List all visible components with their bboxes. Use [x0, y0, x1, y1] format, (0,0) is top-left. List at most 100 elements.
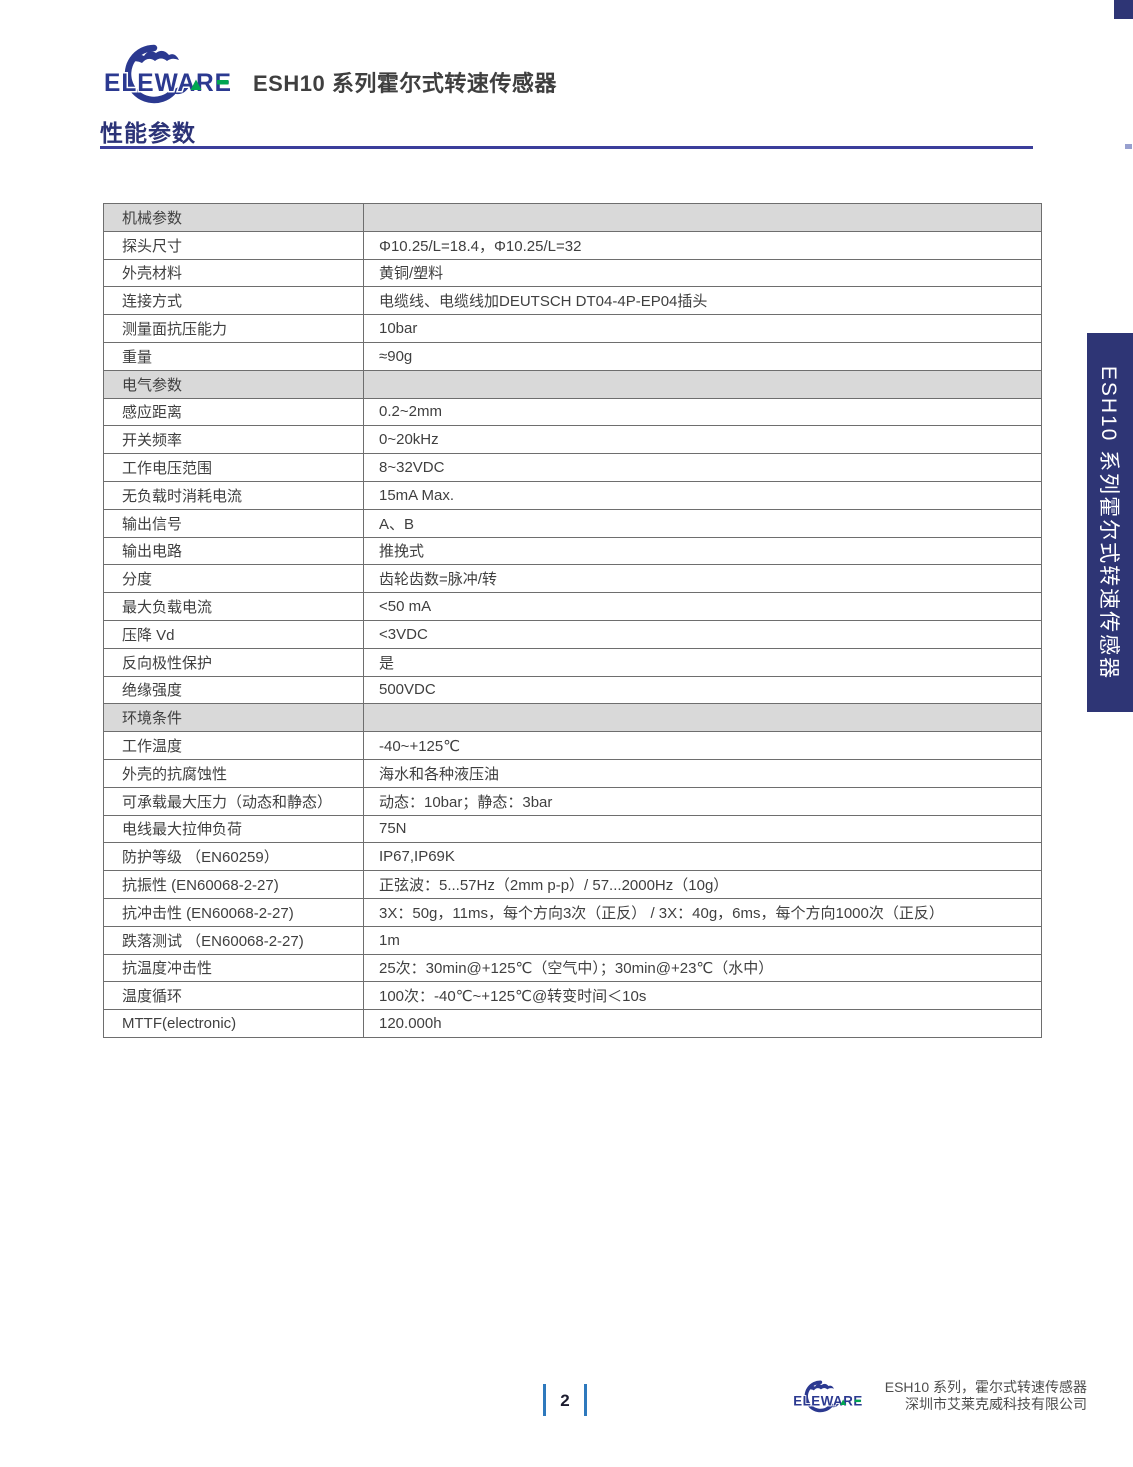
- param-label: 测量面抗压能力: [103, 314, 364, 343]
- param-label: 可承载最大压力（动态和静态）: [103, 786, 364, 816]
- param-value: 0.2~2mm: [363, 397, 1042, 427]
- param-label: 反向极性保护: [103, 647, 364, 677]
- spec-table: 机械参数 探头尺寸 Φ10.25/L=18.4，Φ10.25/L=32 外壳材料 黄铜/…: [103, 203, 1042, 1038]
- param-value: A、B: [363, 508, 1042, 538]
- page-number-bar-left: [543, 1384, 546, 1416]
- param-value: 500VDC: [363, 675, 1042, 705]
- table-row: 绝缘强度 500VDC: [103, 675, 1042, 705]
- table-row: 输出信号 A、B: [103, 508, 1042, 538]
- param-label: 抗振性 (EN60068-2-27): [103, 870, 364, 899]
- globe-swoosh-icon: [804, 1380, 833, 1413]
- param-label: 输出信号: [103, 508, 364, 538]
- param-label: 防护等级 （EN60259）: [103, 842, 364, 872]
- corner-accent-block: [1114, 0, 1133, 19]
- table-row: 重量 ≈90g: [103, 341, 1042, 371]
- page-number-bar-right: [584, 1384, 587, 1416]
- table-row: 测量面抗压能力 10bar: [103, 314, 1042, 343]
- param-label: 外壳的抗腐蚀性: [103, 758, 364, 788]
- param-label: 输出电路: [103, 536, 364, 566]
- table-row: MTTF(electronic) 120.000h: [103, 1009, 1042, 1038]
- table-row: 外壳材料 黄铜/塑料: [103, 258, 1042, 288]
- table-row: 温度循环 100次：-40℃~+125℃@转变时间＜10s: [103, 981, 1042, 1011]
- spec-table-body: 机械参数 探头尺寸 Φ10.25/L=18.4，Φ10.25/L=32 外壳材料 黄铜/…: [103, 203, 1042, 1038]
- param-value: 1m: [363, 925, 1042, 955]
- table-row: 最大负载电流 <50 mA: [103, 592, 1042, 621]
- footer-company: 深圳市艾莱克威科技有限公司: [905, 1396, 1087, 1412]
- param-value: 15mA Max.: [363, 480, 1042, 510]
- param-value: 25次：30min@+125℃（空气中）；30min@+23℃（水中）: [363, 953, 1042, 983]
- param-label: 连接方式: [103, 286, 364, 316]
- globe-land-icon: [132, 50, 179, 63]
- eleware-logo: ELEWARE: [103, 44, 233, 104]
- table-section-row: 环境条件: [103, 703, 1042, 733]
- globe-land-icon: [808, 1383, 834, 1391]
- param-label: 电线最大拉伸负荷: [103, 814, 364, 844]
- table-row: 电线最大拉伸负荷 75N: [103, 814, 1042, 844]
- footer-product-line: ESH10 系列，霍尔式转速传感器: [884, 1379, 1087, 1395]
- param-value: [363, 703, 1042, 733]
- table-row: 外壳的抗腐蚀性 海水和各种液压油: [103, 758, 1042, 788]
- param-value: <3VDC: [363, 619, 1042, 649]
- table-row: 输出电路 推挽式: [103, 536, 1042, 566]
- param-value: 8~32VDC: [363, 453, 1042, 482]
- side-banner-text: ESH10 系列霍尔式转速传感器: [1097, 365, 1120, 680]
- page-title: ESH10 系列霍尔式转速传感器: [253, 71, 557, 96]
- logo-green-bar: [854, 1399, 861, 1403]
- footer-eleware-logo: ELEWARE: [792, 1380, 863, 1413]
- footer-info: ESH10 系列，霍尔式转速传感器 深圳市艾莱克威科技有限公司: [885, 1379, 1087, 1413]
- table-section-row: 机械参数: [103, 203, 1042, 232]
- param-value: 动态：10bar；静态：3bar: [363, 786, 1042, 816]
- param-label: 开关频率: [103, 425, 364, 455]
- table-row: 抗冲击性 (EN60068-2-27) 3X：50g，11ms，每个方向3次（正反…: [103, 897, 1042, 927]
- section-title: 性能参数: [100, 120, 196, 146]
- table-row: 抗温度冲击性 25次：30min@+125℃（空气中）；30min@+23℃（水中…: [103, 953, 1042, 983]
- param-label: 环境条件: [103, 703, 364, 733]
- logo-green-triangle: [840, 1399, 847, 1406]
- table-row: 抗振性 (EN60068-2-27) 正弦波：5...57Hz（2mm p-p）/…: [103, 870, 1042, 899]
- table-section-row: 电气参数: [103, 369, 1042, 399]
- table-row: 反向极性保护是: [103, 647, 1042, 677]
- param-value: 10bar: [363, 314, 1042, 343]
- param-value: [363, 369, 1042, 399]
- leaf-icon: [829, 1402, 840, 1408]
- param-label: 探头尺寸: [103, 230, 364, 260]
- margin-mark: [1125, 144, 1132, 149]
- param-label: 机械参数: [103, 203, 364, 232]
- param-label: 温度循环: [103, 981, 364, 1011]
- param-label: 分度: [103, 564, 364, 594]
- table-row: 可承载最大压力（动态和静态） 动态：10bar；静态：3bar: [103, 786, 1042, 816]
- param-value: ≈90g: [363, 341, 1042, 371]
- param-value: IP67,IP69K: [363, 842, 1042, 872]
- param-value: 黄铜/塑料: [363, 258, 1042, 288]
- table-row: 压降 Vd <3VDC: [103, 619, 1042, 649]
- param-label: 外壳材料: [103, 258, 364, 288]
- param-value: [363, 203, 1042, 232]
- param-label: 最大负载电流: [103, 592, 364, 621]
- param-value: 推挽式: [363, 536, 1042, 566]
- logo-green-triangle: [190, 79, 202, 90]
- param-value: 海水和各种液压油: [363, 758, 1042, 788]
- page-number-block: 2: [543, 1384, 587, 1417]
- param-label: 跌落测试 （EN60068-2-27): [103, 925, 364, 955]
- table-row: 防护等级 （EN60259） IP67,IP69K: [103, 842, 1042, 872]
- param-label: MTTF(electronic): [103, 1009, 364, 1038]
- param-value: 电缆线、电缆线加DEUTSCH DT04-4P-EP04插头: [363, 286, 1042, 316]
- param-label: 抗温度冲击性: [103, 953, 364, 983]
- footer-logo-wordmark: ELEWARE: [793, 1394, 862, 1409]
- table-row: 无负载时消耗电流 15mA Max.: [103, 480, 1042, 510]
- param-label: 工作电压范围: [103, 453, 364, 482]
- param-value: 正弦波：5...57Hz（2mm p-p）/ 57...2000Hz（10g）: [363, 870, 1042, 899]
- param-value: 0~20kHz: [363, 425, 1042, 455]
- param-label: 工作温度: [103, 731, 364, 760]
- param-value: Φ10.25/L=18.4，Φ10.25/L=32: [363, 230, 1042, 260]
- param-label: 感应距离: [103, 397, 364, 427]
- param-value: 75N: [363, 814, 1042, 844]
- table-row: 连接方式 电缆线、电缆线加DEUTSCH DT04-4P-EP04插头: [103, 286, 1042, 316]
- table-row: 开关频率 0~20kHz: [103, 425, 1042, 455]
- param-label: 抗冲击性 (EN60068-2-27): [103, 897, 364, 927]
- param-value: 100次：-40℃~+125℃@转变时间＜10s: [363, 981, 1042, 1011]
- globe-swoosh-icon: [124, 44, 176, 104]
- table-row: 工作温度 -40~+125℃: [103, 731, 1042, 760]
- param-label: 压降 Vd: [103, 619, 364, 649]
